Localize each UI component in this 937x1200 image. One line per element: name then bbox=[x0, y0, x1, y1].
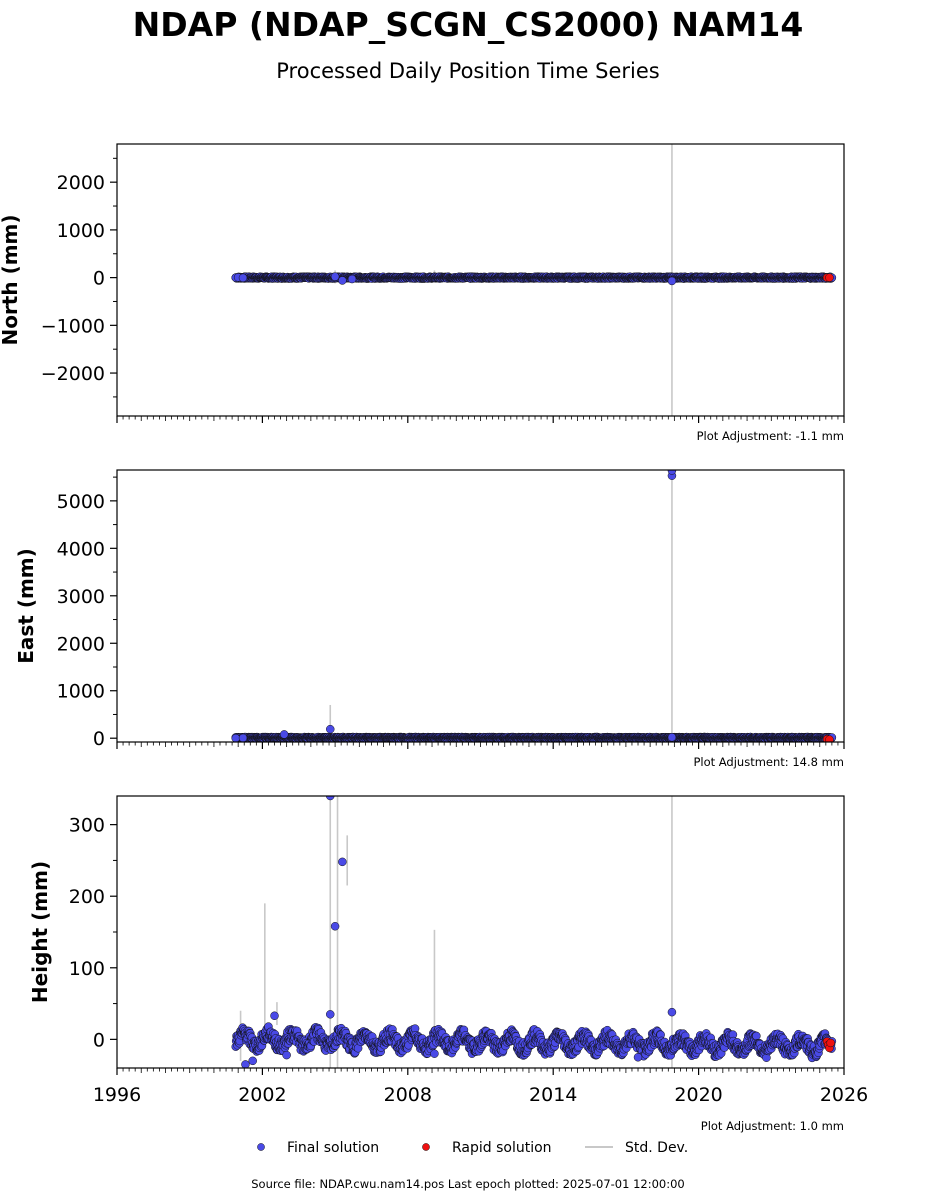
height-xtick-label: 2002 bbox=[238, 1084, 286, 1106]
east-ytick-label: 1000 bbox=[57, 681, 105, 703]
height-final-point bbox=[338, 857, 347, 867]
legend: Final solution Rapid solution Std. Dev. bbox=[257, 1140, 688, 1156]
north-ylabel: North (mm) bbox=[0, 214, 22, 345]
height-ytick-label: 300 bbox=[69, 815, 105, 837]
height-final-point bbox=[752, 1031, 761, 1041]
height-ylabel: Height (mm) bbox=[28, 861, 52, 1003]
chart-title: NDAP (NDAP_SCGN_CS2000) NAM14 bbox=[133, 5, 804, 44]
height-plot-adjustment: Plot Adjustment: 1.0 mm bbox=[701, 1119, 844, 1133]
height-xtick-label: 2020 bbox=[674, 1084, 722, 1106]
east-ytick-label: 5000 bbox=[57, 491, 105, 513]
height-final-point bbox=[270, 1011, 279, 1020]
height-final-point bbox=[330, 922, 340, 931]
east-final-point bbox=[231, 733, 240, 742]
legend-final-label: Final solution bbox=[287, 1140, 379, 1156]
north-ytick-label: 0 bbox=[93, 268, 105, 290]
height-xtick-label: 2008 bbox=[384, 1084, 432, 1106]
east-panel: 5000 4000 3000 2000 1000 0 East (mm) Plot Adjus… bbox=[14, 469, 845, 769]
height-final-point bbox=[248, 1056, 257, 1066]
height-final-point bbox=[241, 1060, 250, 1068]
north-ytick-label: 2000 bbox=[57, 172, 105, 194]
north-final-point bbox=[238, 273, 248, 283]
north-final-point bbox=[667, 276, 677, 286]
north-rapid-point bbox=[825, 273, 834, 282]
east-final-point bbox=[326, 724, 335, 734]
height-ytick-label: 0 bbox=[93, 1029, 105, 1051]
legend-final-marker bbox=[257, 1143, 265, 1151]
legend-rapid-marker bbox=[422, 1143, 430, 1151]
height-plot-area bbox=[231, 796, 837, 1068]
height-final-point bbox=[667, 1007, 677, 1017]
east-frame bbox=[116, 469, 845, 743]
north-ytick-label: 1000 bbox=[57, 220, 105, 242]
height-ytick-label: 200 bbox=[69, 886, 105, 908]
height-final-point bbox=[430, 1049, 439, 1058]
north-panel: 2000 1000 0 −1000 −2000 North (mm) Plot Adjust… bbox=[0, 143, 845, 443]
east-final-point bbox=[279, 730, 289, 739]
north-plot-adjustment: Plot Adjustment: -1.1 mm bbox=[697, 429, 844, 443]
north-ytick-label: −2000 bbox=[41, 363, 105, 385]
north-ytick-label: −1000 bbox=[41, 315, 105, 337]
height-final-point bbox=[326, 796, 335, 801]
height-xtick-label: 1996 bbox=[93, 1084, 141, 1106]
height-panel: 300 200 100 0 1996 2002 2008 2014 2020 2026 Height… bbox=[28, 795, 868, 1133]
height-frame bbox=[116, 795, 845, 1069]
height-xtick-label: 2014 bbox=[529, 1084, 577, 1106]
north-final-point bbox=[330, 272, 340, 281]
height-ytick-label: 100 bbox=[69, 958, 105, 980]
height-final-point bbox=[633, 1053, 643, 1062]
east-ytick-label: 0 bbox=[93, 728, 105, 750]
north-plot-area bbox=[231, 144, 837, 416]
legend-std-label: Std. Dev. bbox=[625, 1140, 688, 1156]
east-rapid-point bbox=[825, 735, 834, 742]
chart-subtitle: Processed Daily Position Time Series bbox=[276, 59, 660, 83]
source-footer: Source file: NDAP.cwu.nam14.pos Last epo… bbox=[251, 1177, 684, 1191]
east-final-point bbox=[238, 733, 248, 742]
height-final-point bbox=[282, 1050, 291, 1060]
east-ytick-label: 4000 bbox=[57, 538, 105, 560]
east-ytick-label: 3000 bbox=[57, 586, 105, 608]
north-final-point bbox=[338, 276, 347, 285]
east-plot-adjustment: Plot Adjustment: 14.8 mm bbox=[693, 755, 844, 769]
north-final-point bbox=[347, 274, 357, 284]
east-ylabel: East (mm) bbox=[14, 548, 38, 664]
east-final-point bbox=[667, 733, 677, 742]
east-ytick-label: 2000 bbox=[57, 633, 105, 655]
legend-rapid-label: Rapid solution bbox=[452, 1140, 552, 1156]
height-xtick-label: 2026 bbox=[820, 1084, 868, 1106]
height-rapid-point bbox=[826, 1038, 835, 1048]
east-plot-area bbox=[231, 470, 837, 742]
height-final-point bbox=[326, 1010, 335, 1019]
